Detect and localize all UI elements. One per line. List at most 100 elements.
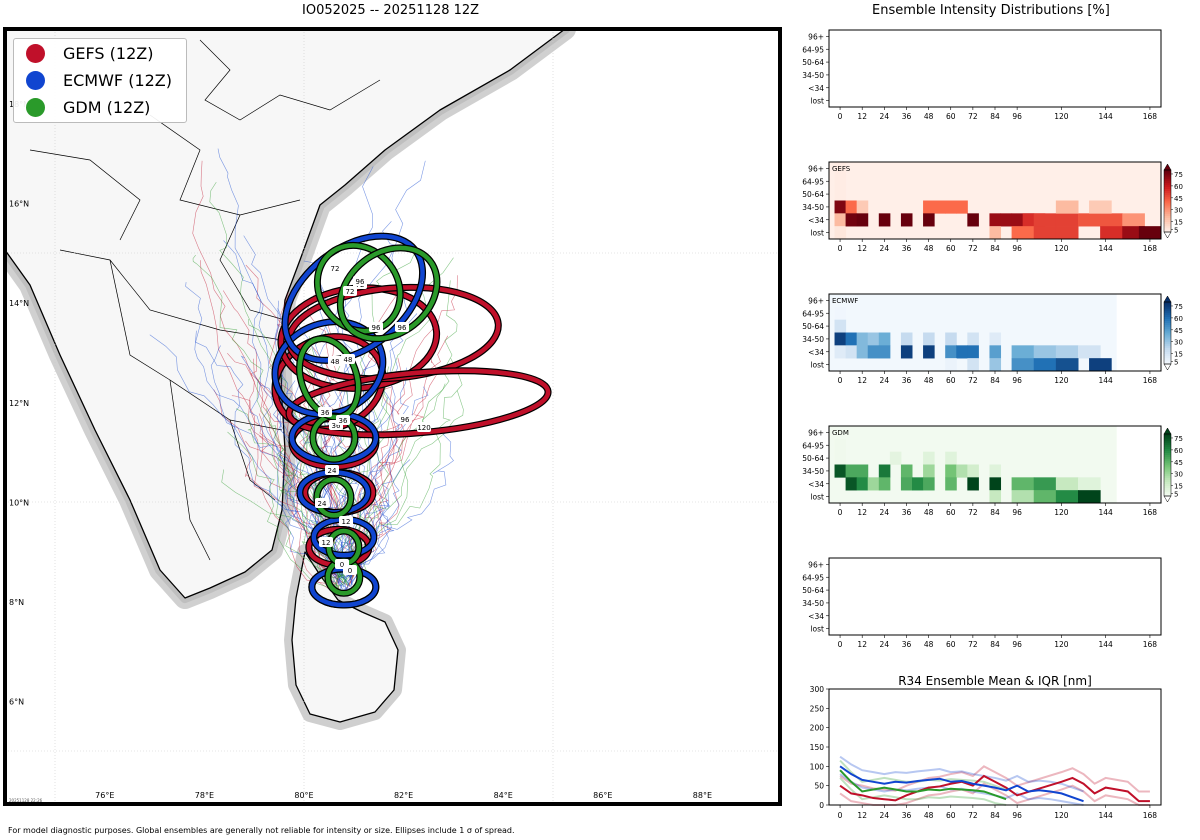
map-frame	[3, 27, 782, 806]
colorbar-step	[1164, 361, 1171, 365]
ellipse-hour-label: 12	[319, 537, 333, 547]
lon-label: 80°E	[294, 791, 313, 800]
map-timestamp: 20251128 22:26	[9, 798, 43, 803]
lat-label: 6°N	[9, 698, 24, 707]
svg-text:48: 48	[331, 358, 340, 366]
r34-y-tick-label: 300	[810, 685, 825, 694]
colorbar-step	[1164, 217, 1171, 220]
x-tick-label: 72	[968, 376, 978, 385]
heat-cell	[923, 451, 935, 465]
heat-cell	[989, 332, 1002, 346]
x-tick-label: 60	[946, 508, 956, 517]
ellipse-hour-label: 0	[343, 565, 357, 575]
x-tick-label: 36	[902, 112, 912, 121]
heat-cell	[845, 464, 858, 478]
colorbar-frame	[1163, 433, 1172, 497]
colorbar-arrow-up	[1163, 163, 1172, 171]
colorbar-arrow-up	[1163, 427, 1172, 435]
ellipse-hour-label: 24	[325, 465, 339, 475]
track-map: 0012122424363636484872727296969696120 18…	[3, 27, 782, 806]
colorbar-arrow-down	[1163, 495, 1172, 503]
x-tick-label: 168	[1143, 508, 1158, 517]
colorbar-step	[1164, 353, 1171, 357]
heat-cell	[1100, 226, 1123, 240]
colorbar-step	[1164, 221, 1171, 225]
x-tick-label: 96	[1012, 112, 1022, 121]
x-tick-label: 120	[1054, 244, 1069, 253]
heat-cell	[834, 451, 847, 465]
colorbar-step	[1164, 314, 1171, 317]
svg-text:72: 72	[346, 288, 355, 296]
x-tick-label: 0	[838, 244, 843, 253]
member-track-gefs	[322, 412, 341, 584]
legend-item-gefs: GEFS (12Z)	[26, 40, 186, 66]
heat-cell	[834, 464, 847, 478]
colorbar-step	[1164, 176, 1171, 179]
x-tick-label: 24	[880, 508, 890, 517]
r34-iqr-upper	[839, 755, 1084, 793]
colorbar-arrow-down	[1163, 363, 1172, 371]
panel-frame	[828, 557, 1162, 636]
ellipse-hour-label: 96	[398, 414, 412, 424]
colorbar-step	[1164, 489, 1171, 493]
heat-cell	[856, 345, 869, 359]
y-category-label: 50-64	[802, 58, 824, 67]
x-tick-label: 24	[880, 244, 890, 253]
colorbar-step	[1164, 192, 1171, 196]
member-track-gefs	[347, 353, 439, 577]
colorbar-step	[1164, 454, 1171, 458]
heat-cell	[923, 477, 935, 491]
heat-cell	[1033, 358, 1057, 372]
state-borders	[29, 39, 381, 561]
heat-cell	[912, 477, 924, 491]
y-category-label: 64-95	[802, 309, 824, 318]
y-category-label: 64-95	[802, 177, 824, 186]
colorbar-step	[1164, 485, 1171, 489]
colorbar-step	[1164, 479, 1171, 482]
heat-cell	[1033, 213, 1057, 227]
heat-cell	[1138, 226, 1162, 240]
r34-x-tick-label: 0	[838, 811, 843, 820]
x-tick-label: 36	[902, 376, 912, 385]
x-tick-label: 120	[1054, 112, 1069, 121]
r34-series-gdm	[839, 769, 1007, 801]
heat-cell	[878, 345, 891, 359]
colorbar-step	[1164, 467, 1171, 470]
heat-cell	[1078, 477, 1101, 491]
y-category-label: 34-50	[802, 203, 824, 212]
ellipse-hour-label: 12	[339, 516, 353, 526]
colorbar-step	[1164, 481, 1171, 484]
r34-x-tick-label: 120	[1054, 811, 1069, 820]
lat-label: 12°N	[9, 399, 29, 408]
x-tick-label: 48	[924, 640, 934, 649]
heat-cell	[945, 464, 957, 478]
colorbar-tick-label: 30	[1174, 471, 1183, 479]
lat-label: 10°N	[9, 498, 29, 507]
ellipse-hour-label: 36	[336, 415, 350, 425]
legend-label-gefs: GEFS (12Z)	[63, 43, 154, 63]
y-category-label: 96+	[808, 428, 824, 437]
heat-cell	[1078, 345, 1101, 359]
y-category-label: 96+	[808, 164, 824, 173]
colorbar-step	[1164, 322, 1171, 326]
x-tick-label: 84	[990, 640, 1000, 649]
y-category-label: 34-50	[802, 467, 824, 476]
colorbar-step	[1164, 205, 1171, 208]
heat-cell	[834, 306, 847, 320]
colorbar-tick-label: 60	[1174, 315, 1183, 323]
colorbar-tick-label: 75	[1174, 303, 1183, 311]
colorbar-step	[1164, 324, 1171, 328]
heat-cell	[967, 332, 979, 346]
legend-label-ecmwf: ECMWF (12Z)	[63, 70, 172, 90]
colorbar-step	[1164, 351, 1171, 355]
x-tick-label: 36	[902, 508, 912, 517]
heat-cell	[967, 213, 979, 227]
colorbar-step	[1164, 203, 1171, 206]
ellipse-hour-label: 48	[341, 354, 355, 364]
x-tick-label: 72	[968, 244, 978, 253]
heat-cell	[900, 213, 913, 227]
y-category-label: 34-50	[802, 599, 824, 608]
heat-cell	[989, 345, 1002, 359]
gdm-dot-icon	[26, 97, 45, 117]
x-tick-label: 168	[1143, 244, 1158, 253]
